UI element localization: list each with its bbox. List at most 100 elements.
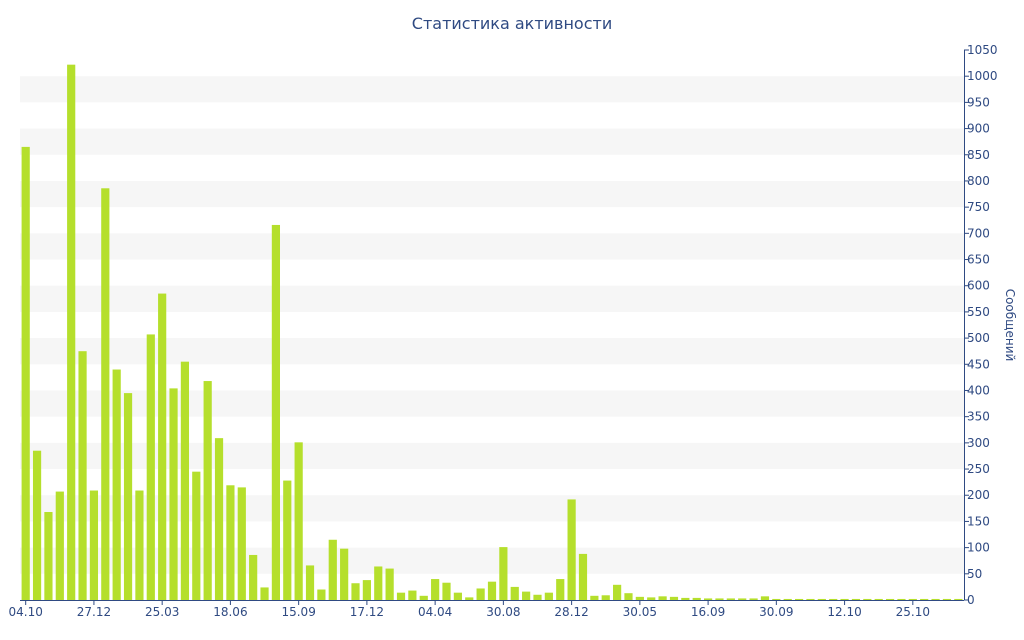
bar[interactable] bbox=[487, 581, 497, 600]
bar[interactable] bbox=[351, 583, 360, 600]
bar[interactable] bbox=[249, 554, 258, 600]
y-tick-label: 250 bbox=[967, 462, 990, 476]
bar[interactable] bbox=[180, 361, 190, 600]
bar[interactable] bbox=[203, 381, 212, 600]
bar[interactable] bbox=[21, 146, 30, 600]
bar[interactable] bbox=[794, 598, 804, 600]
y-tick-label: 750 bbox=[967, 200, 990, 214]
bar[interactable] bbox=[669, 596, 679, 600]
bar[interactable] bbox=[692, 597, 701, 600]
bar[interactable] bbox=[578, 553, 588, 600]
bar[interactable] bbox=[647, 597, 656, 600]
bar[interactable] bbox=[385, 568, 394, 600]
y-tick-label: 350 bbox=[967, 410, 990, 424]
bar[interactable] bbox=[476, 588, 485, 600]
bar[interactable] bbox=[101, 188, 110, 601]
bar[interactable] bbox=[817, 598, 826, 600]
bar[interactable] bbox=[920, 598, 929, 600]
grid-band bbox=[20, 180, 964, 208]
bar[interactable] bbox=[226, 485, 235, 600]
y-tick-label: 600 bbox=[967, 279, 990, 293]
bar[interactable] bbox=[317, 589, 326, 600]
bar[interactable] bbox=[601, 595, 610, 600]
y-tick-label: 550 bbox=[967, 305, 990, 319]
bar[interactable] bbox=[419, 595, 428, 600]
bar[interactable] bbox=[442, 582, 451, 600]
y-tick-label: 100 bbox=[967, 541, 990, 555]
y-tick-label: 300 bbox=[967, 436, 990, 450]
bar[interactable] bbox=[112, 369, 121, 600]
bar[interactable] bbox=[749, 598, 758, 600]
bar[interactable] bbox=[760, 596, 770, 600]
bar[interactable] bbox=[32, 450, 42, 600]
bar[interactable] bbox=[305, 565, 315, 600]
bar[interactable] bbox=[726, 598, 735, 600]
bar[interactable] bbox=[67, 64, 76, 601]
bar[interactable] bbox=[465, 597, 474, 600]
bar[interactable] bbox=[499, 547, 508, 600]
bar[interactable] bbox=[340, 548, 349, 600]
bar[interactable] bbox=[885, 598, 895, 600]
bar[interactable] bbox=[146, 334, 155, 600]
bar[interactable] bbox=[783, 598, 792, 600]
bar[interactable] bbox=[908, 598, 917, 600]
bar[interactable] bbox=[283, 480, 292, 600]
bar[interactable] bbox=[192, 471, 201, 600]
bar[interactable] bbox=[271, 224, 280, 600]
bar[interactable] bbox=[567, 499, 576, 600]
bar[interactable] bbox=[135, 490, 144, 600]
bar[interactable] bbox=[408, 590, 417, 600]
bar[interactable] bbox=[510, 586, 519, 600]
bar[interactable] bbox=[396, 592, 406, 600]
bar[interactable] bbox=[931, 598, 940, 600]
grid-band bbox=[20, 233, 964, 260]
bar[interactable] bbox=[78, 351, 87, 600]
y-tick-label: 200 bbox=[967, 488, 990, 502]
x-tick-label: 16.09 bbox=[691, 605, 725, 619]
bar[interactable] bbox=[533, 594, 542, 600]
x-tick-label: 18.06 bbox=[213, 605, 247, 619]
bar[interactable] bbox=[544, 592, 553, 600]
x-axis: 04.10 27.12 25.03 18.06 15.09 17.12 04.04 30.08… bbox=[9, 600, 930, 619]
bar[interactable] bbox=[431, 579, 440, 600]
bar[interactable] bbox=[55, 491, 64, 600]
bar[interactable] bbox=[715, 598, 724, 600]
bar[interactable] bbox=[874, 598, 883, 600]
bar[interactable] bbox=[681, 597, 690, 600]
bar[interactable] bbox=[44, 512, 53, 600]
bar[interactable] bbox=[624, 593, 633, 600]
bar[interactable] bbox=[260, 587, 269, 600]
bar[interactable] bbox=[954, 598, 963, 600]
bar[interactable] bbox=[123, 393, 133, 600]
bar[interactable] bbox=[863, 598, 872, 600]
bar[interactable] bbox=[851, 598, 861, 600]
bar[interactable] bbox=[89, 490, 99, 600]
bar[interactable] bbox=[704, 598, 713, 600]
y-tick-label: 1000 bbox=[967, 69, 998, 83]
bar[interactable] bbox=[772, 598, 781, 600]
bar[interactable] bbox=[613, 584, 622, 600]
bar[interactable] bbox=[294, 442, 303, 600]
bar[interactable] bbox=[237, 487, 246, 600]
bar[interactable] bbox=[658, 596, 667, 600]
bar[interactable] bbox=[942, 598, 952, 600]
bar[interactable] bbox=[158, 293, 167, 600]
bar[interactable] bbox=[374, 566, 383, 600]
bar[interactable] bbox=[362, 580, 371, 600]
bar[interactable] bbox=[169, 388, 178, 600]
bar[interactable] bbox=[214, 438, 224, 600]
bar[interactable] bbox=[453, 592, 462, 600]
bar[interactable] bbox=[556, 579, 565, 600]
bar[interactable] bbox=[590, 595, 599, 600]
bar[interactable] bbox=[840, 598, 849, 600]
bar[interactable] bbox=[829, 598, 838, 600]
bar[interactable] bbox=[635, 596, 644, 600]
bar[interactable] bbox=[806, 598, 815, 600]
x-tick-label: 25.10 bbox=[896, 605, 930, 619]
bar[interactable] bbox=[738, 598, 747, 600]
bar[interactable] bbox=[897, 598, 906, 600]
x-tick-label: 30.05 bbox=[623, 605, 657, 619]
bar[interactable] bbox=[522, 591, 531, 600]
bar[interactable] bbox=[328, 539, 337, 600]
